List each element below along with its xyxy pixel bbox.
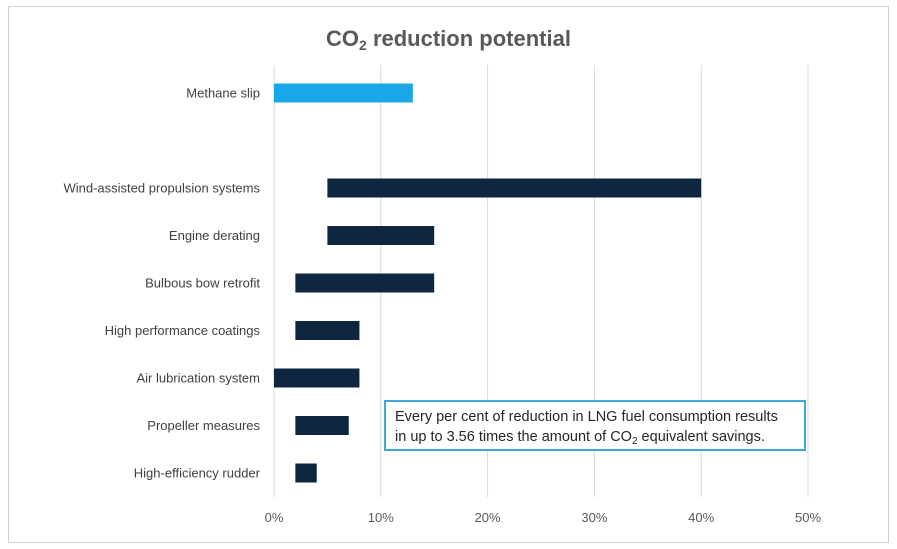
category-label: High-efficiency rudder — [134, 466, 261, 481]
bar — [274, 368, 360, 388]
category-label: Bulbous bow retrofit — [145, 276, 260, 291]
bar — [295, 321, 360, 340]
category-label: Methane slip — [186, 86, 260, 101]
category-label: Wind-assisted propulsion systems — [63, 181, 260, 196]
x-tick-label: 30% — [581, 510, 607, 525]
x-tick-label: 0% — [265, 510, 284, 525]
x-tick-label: 50% — [795, 510, 821, 525]
category-label: High performance coatings — [105, 323, 261, 338]
x-tick-label: 40% — [688, 510, 714, 525]
category-label: Engine derating — [169, 228, 260, 243]
annotation-line-1: Every per cent of reduction in LNG fuel … — [395, 409, 778, 425]
bar — [295, 273, 435, 293]
category-label: Propeller measures — [147, 418, 260, 433]
x-tick-label: 10% — [368, 510, 394, 525]
annotation-box: Every per cent of reduction in LNG fuel … — [384, 400, 806, 451]
x-tick-label: 20% — [475, 510, 501, 525]
chart-title: CO2 reduction potential — [326, 26, 571, 53]
bar — [327, 178, 702, 198]
bar — [295, 416, 349, 435]
bar — [327, 226, 435, 245]
bar — [274, 83, 413, 103]
bar — [295, 463, 317, 483]
annotation-line-2: in up to 3.56 times the amount of CO2 eq… — [395, 429, 765, 447]
chart-frame — [8, 6, 889, 543]
category-label: Air lubrication system — [136, 371, 260, 386]
